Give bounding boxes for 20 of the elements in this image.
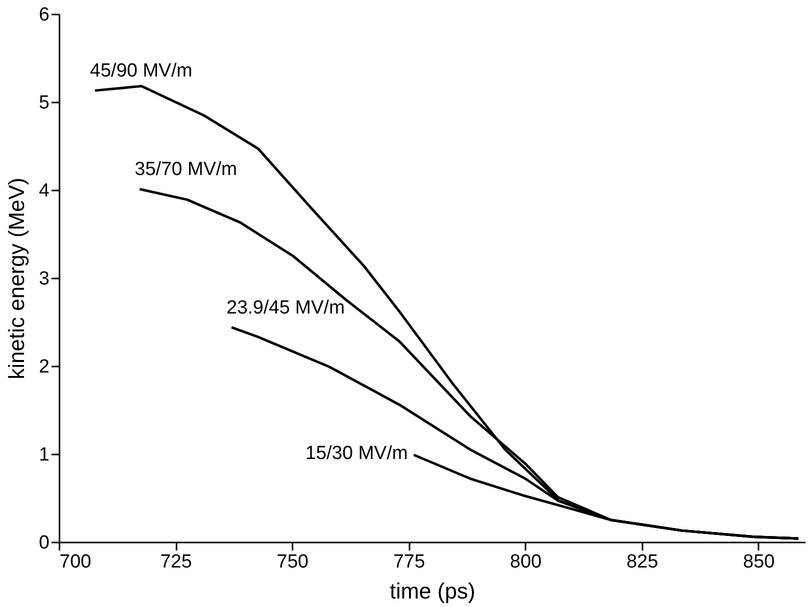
x-tick-label: 750: [276, 552, 308, 572]
y-tick-label: 2: [38, 356, 50, 378]
y-tick-label: 3: [38, 268, 50, 290]
x-tick-label: 700: [60, 552, 92, 572]
x-tick-label: 850: [743, 552, 775, 572]
series-label: 35/70 MV/m: [134, 159, 238, 180]
x-tick-label: 800: [510, 552, 542, 572]
series-label: 45/90 MV/m: [90, 60, 192, 82]
y-tick-label: 6: [38, 4, 50, 26]
y-tick-label: 0: [38, 532, 50, 554]
x-tick-label: 775: [393, 552, 426, 572]
series-label: 15/30 MV/m: [305, 442, 408, 464]
x-tick-label: 825: [626, 552, 658, 572]
x-tick-label: 725: [160, 552, 192, 572]
x-axis-title: time (ps): [390, 578, 476, 604]
y-tick-label: 1: [38, 444, 50, 466]
y-tick-label: 5: [38, 92, 50, 114]
y-tick-label: 4: [38, 180, 50, 202]
series-label: 23.9/45 MV/m: [226, 297, 345, 318]
y-axis-title: kinetic energy (MeV): [4, 178, 29, 380]
